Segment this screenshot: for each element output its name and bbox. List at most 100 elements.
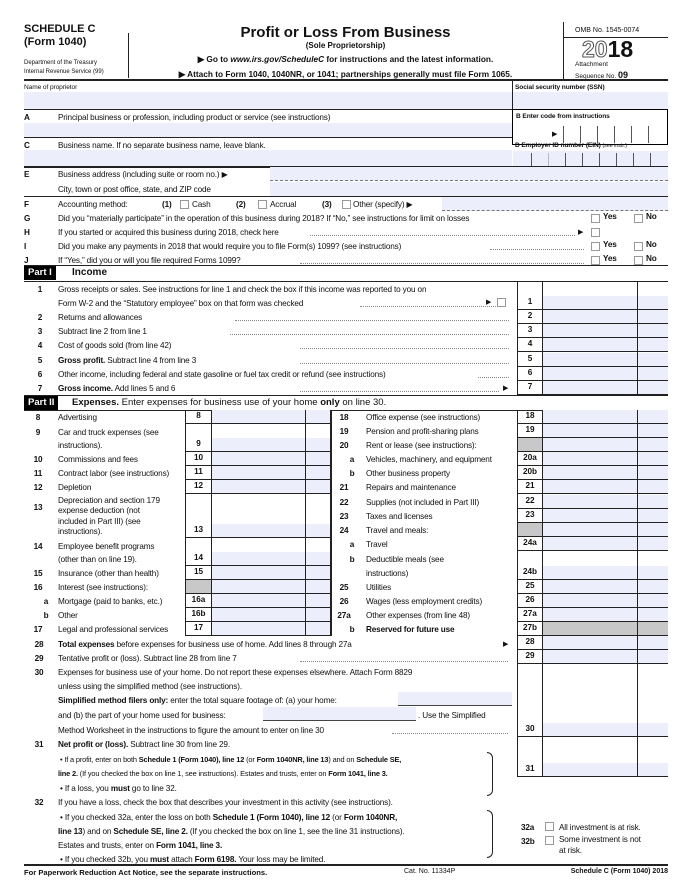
line-31-profit-text: • If a profit, enter on both Schedule 1 … <box>60 754 401 765</box>
accounting-method-checkbox[interactable] <box>180 200 189 209</box>
line-2-amount-input[interactable] <box>543 310 668 324</box>
business-name-input[interactable] <box>24 150 512 166</box>
some-not-at-risk-checkbox[interactable] <box>545 836 554 845</box>
expense-label: Legal and professional services <box>58 625 169 634</box>
expense-23-amount-input[interactable] <box>543 509 668 523</box>
irs-link[interactable]: www.irs.gov/ScheduleC <box>230 54 325 64</box>
arrow-right-icon: ▶ <box>503 641 509 648</box>
expense-9-amount-input[interactable] <box>212 438 330 452</box>
city-label: City, town or post office, state, and ZI… <box>58 185 211 194</box>
line-j-letter: J <box>24 256 29 265</box>
line-number: 27a <box>337 611 351 620</box>
divider <box>212 451 330 452</box>
all-at-risk-checkbox[interactable] <box>545 822 554 831</box>
payments-1099-yes-checkbox[interactable] <box>591 242 600 251</box>
payments-1099-no-checkbox[interactable] <box>634 242 643 251</box>
payments-1099-question: Did you make any payments in 2018 that w… <box>58 242 402 251</box>
line-32-text: Estates and trusts, enter on Form 1041, … <box>58 840 222 851</box>
principal-business-input[interactable] <box>24 123 512 137</box>
line-5-amount-input[interactable] <box>543 353 668 367</box>
line-number: 20 <box>339 441 349 450</box>
line-d-label: D Employer ID number (EIN) (see instr.) <box>515 142 627 149</box>
expense-label: expense deduction (not <box>58 506 140 515</box>
expense-24a-amount-input[interactable] <box>543 537 668 551</box>
proprietor-name-input[interactable] <box>24 92 512 109</box>
column-divider <box>330 424 332 452</box>
expense-20b-amount-input[interactable] <box>543 466 668 480</box>
expense-11-amount-input[interactable] <box>212 466 330 480</box>
line-29-amount-input[interactable] <box>543 650 668 664</box>
line-7-amount-input[interactable] <box>543 381 668 395</box>
ein-digit-divider <box>650 153 651 166</box>
label-bold: Total expenses <box>58 640 115 649</box>
text-segment: line 2. <box>58 769 78 778</box>
column-divider <box>330 580 332 594</box>
expense-label: Wages (less employment credits) <box>366 597 483 606</box>
line-d-note: (see instr.) <box>602 143 627 149</box>
expense-14-amount-input[interactable] <box>212 552 330 566</box>
line-6-amount-input[interactable] <box>543 367 668 381</box>
accounting-method-checkbox[interactable] <box>258 200 267 209</box>
ssn-input[interactable] <box>513 92 668 109</box>
ein-input[interactable] <box>513 151 668 166</box>
expense-10-amount-input[interactable] <box>212 452 330 466</box>
dot-leader <box>392 733 508 734</box>
divider <box>24 281 668 282</box>
expense-27a-amount-input[interactable] <box>543 608 668 622</box>
expense-label: included in Part III) (see <box>58 516 141 526</box>
expense-8-amount-input[interactable] <box>212 410 330 424</box>
expense-20-amount-input[interactable] <box>543 438 668 452</box>
other-method-input[interactable] <box>442 197 668 211</box>
line-number: 2 <box>37 313 43 322</box>
business-code-box[interactable]: B Enter code from instructions ▶ <box>512 109 668 145</box>
divider <box>212 423 330 424</box>
expense-21-amount-input[interactable] <box>543 480 668 494</box>
text-segment: Schedule SE, <box>356 755 402 764</box>
expense-22-amount-input[interactable] <box>543 495 668 509</box>
materially-participate-no-checkbox[interactable] <box>634 214 643 223</box>
expense-25-amount-input[interactable] <box>543 580 668 594</box>
line-3-amount-input[interactable] <box>543 324 668 338</box>
line-31-amount-input[interactable] <box>543 763 668 777</box>
divider <box>543 736 668 737</box>
expense-12-amount-input[interactable] <box>212 480 330 494</box>
expense-16-amount-input[interactable] <box>212 580 330 594</box>
expense-26-amount-input[interactable] <box>543 594 668 608</box>
accounting-method-checkbox[interactable] <box>342 200 351 209</box>
line-1-amount-input[interactable] <box>543 296 668 310</box>
expense-16a-amount-input[interactable] <box>212 594 330 608</box>
line-30-text: and (b) the part of your home used for b… <box>58 711 226 720</box>
text-segment: Returns and allowances <box>58 313 143 322</box>
line-30-amount-input[interactable] <box>543 723 668 737</box>
cents-divider <box>305 424 306 452</box>
expense-label: instructions). <box>58 441 103 450</box>
line-4-amount-input[interactable] <box>543 338 668 352</box>
home-square-footage-input[interactable] <box>398 692 512 706</box>
yes-label: Yes <box>603 240 617 249</box>
option-number: (1) <box>162 200 172 209</box>
expense-16b-amount-input[interactable] <box>212 608 330 622</box>
expense-24b-amount-input[interactable] <box>543 566 668 580</box>
arrow-right-icon: ▶ <box>552 131 558 138</box>
expense-19-amount-input[interactable] <box>543 424 668 438</box>
filed-1099-no-checkbox[interactable] <box>634 256 643 265</box>
expense-17-amount-input[interactable] <box>212 622 330 636</box>
business-address-input[interactable] <box>270 167 668 181</box>
statutory-employee-checkbox[interactable] <box>497 298 506 307</box>
cents-divider <box>305 622 306 636</box>
expense-15-amount-input[interactable] <box>212 566 330 580</box>
net-profit-label: Net profit or (loss). Subtract line 30 f… <box>58 739 230 750</box>
line-28-amount-input[interactable] <box>543 636 668 650</box>
city-state-zip-input[interactable] <box>270 182 668 196</box>
cents-divider <box>637 551 638 580</box>
business-square-footage-input[interactable] <box>263 707 416 721</box>
expense-18-amount-input[interactable] <box>543 410 668 424</box>
materially-participate-yes-checkbox[interactable] <box>591 214 600 223</box>
expense-20a-amount-input[interactable] <box>543 452 668 466</box>
column-divider <box>330 594 332 608</box>
omb-number: OMB No. 1545-0074 <box>575 27 640 34</box>
started-acquired-checkbox[interactable] <box>591 228 600 237</box>
expense-24-amount-input[interactable] <box>543 523 668 537</box>
expense-13-amount-input[interactable] <box>212 524 330 538</box>
filed-1099-yes-checkbox[interactable] <box>591 256 600 265</box>
